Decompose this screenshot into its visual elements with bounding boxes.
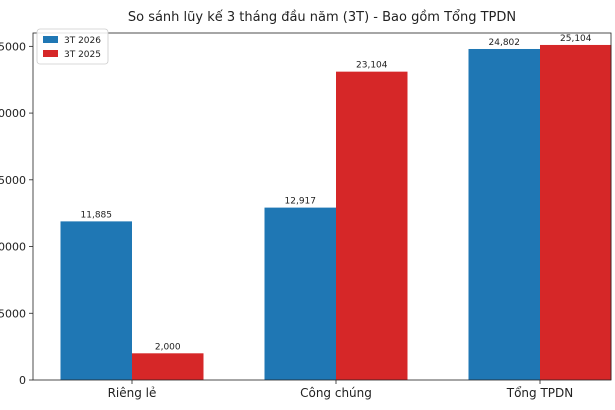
data-label: 2,000 (155, 342, 181, 352)
legend-swatch (43, 50, 58, 57)
bar (60, 221, 132, 380)
data-label: 11,885 (81, 210, 113, 220)
data-label: 12,917 (285, 197, 317, 207)
plot-area: 11,885 2,000 Riêng lẻ 12,917 23,104 Công chún… (0, 32, 612, 400)
y-tick-label: 25000 (0, 40, 26, 53)
data-label: 23,104 (356, 61, 388, 71)
y-tick-label: 10000 (0, 241, 26, 254)
y-tick-label: 20000 (0, 107, 26, 120)
bar (132, 353, 204, 380)
x-tick-label: Riêng lẻ (108, 386, 157, 400)
bar (540, 44, 612, 380)
data-label: 24,802 (489, 38, 521, 48)
legend: 3T 2026 3T 2025 (36, 28, 109, 65)
bar (264, 207, 336, 380)
x-tick-label: Công chúng (300, 386, 372, 400)
legend-swatch (43, 36, 58, 43)
y-tick-label: 15000 (0, 174, 26, 187)
legend-label: 3T 2025 (64, 50, 101, 60)
bar (336, 71, 408, 381)
x-tick-label: Tổng TPDN (506, 386, 574, 400)
data-label: 25,104 (560, 34, 592, 44)
plot-frame (32, 32, 612, 381)
chart-title: So sánh lũy kế 3 tháng đầu năm (3T) - Ba… (128, 10, 516, 25)
y-tick-label: 5000 (0, 307, 26, 320)
y-tick-label: 0 (19, 374, 26, 387)
legend-label: 3T 2026 (64, 36, 101, 46)
bar (468, 48, 540, 380)
